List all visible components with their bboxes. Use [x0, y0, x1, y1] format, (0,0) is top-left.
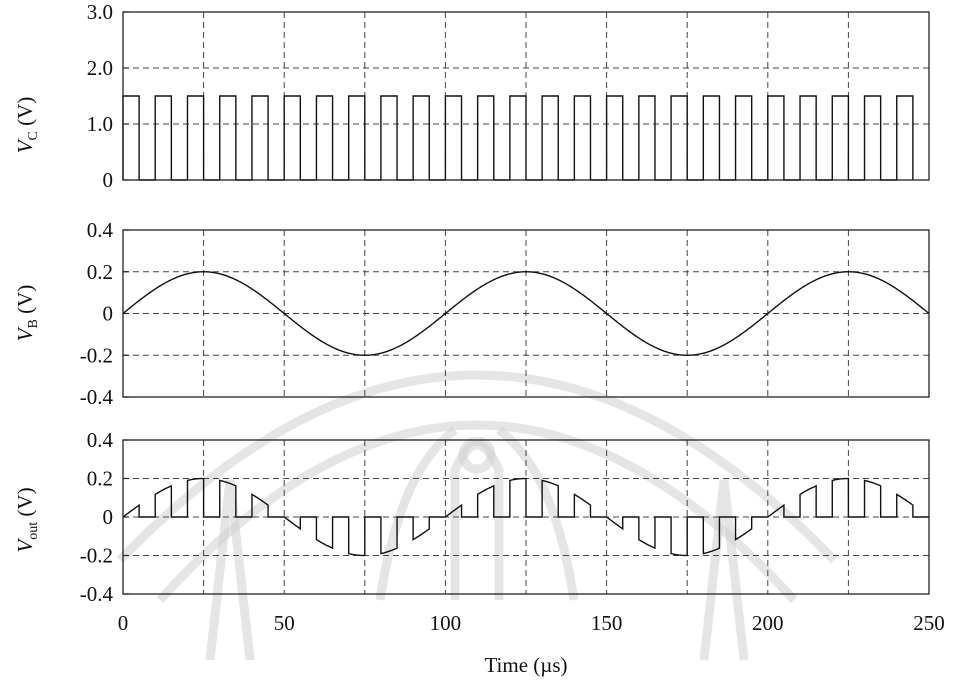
- vc-ytick-label: 1.0: [87, 112, 113, 136]
- vc-trace: [122, 95, 914, 181]
- x-tick-label: 0: [118, 611, 129, 635]
- vb-ytick-label: 0.4: [87, 218, 114, 242]
- vb-ytick-label: -0.4: [80, 385, 114, 409]
- vout-panel: -0.4 -0.2 0 0.2 0.4 0 50 100 150 200 250: [80, 428, 945, 635]
- vc-ytick-label: 3.0: [87, 0, 113, 24]
- vc-axis-title: VC (V): [13, 97, 41, 154]
- vout-ytick-label: 0.2: [87, 467, 113, 491]
- vb-panel: -0.4 -0.2 0 0.2 0.4: [80, 218, 930, 409]
- vb-axis-title: VB (V): [13, 285, 41, 342]
- vb-ytick-label: -0.2: [80, 343, 113, 367]
- vb-trace: [122, 271, 930, 356]
- x-tick-label: 200: [752, 611, 784, 635]
- x-tick-label: 150: [591, 611, 623, 635]
- vout-ytick-label: 0: [103, 505, 114, 529]
- vout-ytick-label: -0.4: [80, 582, 114, 606]
- x-tick-label: 100: [430, 611, 462, 635]
- vout-trace: [122, 477, 929, 557]
- vb-ytick-label: 0.2: [87, 260, 113, 284]
- vout-ytick-label: -0.2: [80, 544, 113, 568]
- watermark-emblem: [116, 370, 838, 661]
- vb-ytick-label: 0: [103, 302, 114, 326]
- vout-axis-title: Vout (V): [13, 487, 41, 552]
- x-tick-label: 250: [913, 611, 945, 635]
- vc-ytick-label: 2.0: [87, 56, 113, 80]
- vc-plot-frame: [122, 11, 930, 181]
- x-axis-title: Time (µs): [484, 653, 567, 677]
- vc-ytick-label: 0: [103, 168, 114, 192]
- vout-ytick-label: 0.4: [87, 428, 114, 452]
- x-tick-label: 50: [274, 611, 295, 635]
- vc-panel: 0 1.0 2.0 3.0: [87, 0, 930, 192]
